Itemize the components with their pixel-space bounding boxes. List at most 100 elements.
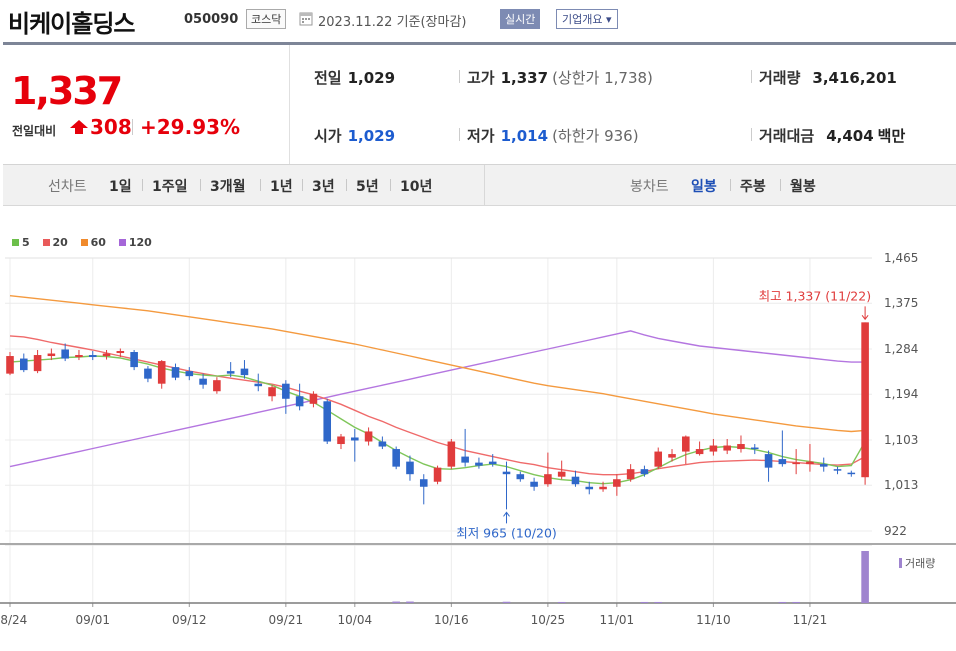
separator <box>142 179 143 191</box>
candle <box>419 474 428 505</box>
candle-body <box>833 469 842 471</box>
high-annotation: 최고 1,337 (11/22) <box>759 288 872 303</box>
candle-body <box>378 441 387 447</box>
period-3y[interactable]: 3년 <box>312 179 335 195</box>
candle-body <box>19 358 28 371</box>
header-divider <box>3 42 956 45</box>
upper-limit: (상한가 1,738) <box>552 69 653 87</box>
diff-rate: +29.93% <box>140 115 241 139</box>
volume-bar <box>778 601 787 603</box>
period-10y[interactable]: 10년 <box>400 179 433 195</box>
x-tick-label: 10/16 <box>434 613 469 627</box>
candle <box>88 351 97 361</box>
x-tick-label: 09/01 <box>75 613 110 627</box>
candle-body <box>433 467 442 482</box>
candle <box>847 470 856 477</box>
candle-body <box>544 474 552 485</box>
high-price: 고가 1,337 (상한가 1,738) <box>467 67 653 88</box>
ma-legend: 5 20 60 120 <box>12 236 161 249</box>
candle-body <box>47 353 56 357</box>
candle-body <box>61 349 69 359</box>
title-bar: 비케이홀딩스 050090 코스닥 2023.11.22 기준(장마감) 실시간… <box>0 0 956 42</box>
candle-body <box>695 449 704 455</box>
candle <box>461 428 469 467</box>
candle <box>351 428 359 462</box>
candle-body <box>213 380 221 392</box>
separator <box>730 179 731 191</box>
open-price: 시가 1,029 <box>314 125 395 146</box>
candle <box>282 380 290 414</box>
candle-body <box>157 361 166 384</box>
candle <box>171 363 180 381</box>
candle <box>613 474 621 496</box>
period-selector: 선차트 1일 1주일 3개월 1년 3년 5년 10년 봉차트 일봉 주봉 월봉 <box>3 165 956 206</box>
volume-bar <box>502 601 511 603</box>
candle-daily[interactable]: 일봉 <box>691 179 717 195</box>
candle-body <box>709 445 718 452</box>
candle <box>709 438 718 456</box>
candle-body <box>640 469 649 475</box>
period-3m[interactable]: 3개월 <box>210 179 246 195</box>
candle <box>19 353 28 373</box>
candle <box>475 457 483 469</box>
low-price: 저가 1,014 (하한가 936) <box>467 125 639 146</box>
candle-body <box>351 437 359 441</box>
candle <box>130 350 138 371</box>
candle <box>682 435 690 465</box>
company-overview-button[interactable]: 기업개요 ▾ <box>556 9 618 29</box>
high-label: 고가 <box>467 69 495 87</box>
candle-body <box>847 472 856 475</box>
candle-body <box>226 371 235 374</box>
candle-monthly[interactable]: 월봉 <box>790 179 816 195</box>
candle-body <box>599 486 607 490</box>
low-annotation: 최저 965 (10/20) <box>456 525 557 540</box>
candle-body <box>295 396 304 407</box>
x-tick-label: 11/10 <box>696 613 731 627</box>
low-arrow-icon <box>503 511 510 524</box>
separator <box>200 179 201 191</box>
x-tick-label: 09/12 <box>172 613 207 627</box>
volume-bar <box>640 601 649 603</box>
candle <box>33 350 42 374</box>
open-label: 시가 <box>314 127 342 145</box>
candle-body <box>530 481 538 487</box>
candle-body <box>88 355 97 358</box>
candle-body <box>750 447 759 450</box>
separator <box>751 128 752 141</box>
legend-ma5-label: 5 <box>22 236 30 249</box>
candle-body <box>6 356 14 374</box>
candle <box>240 360 249 379</box>
ma20-line <box>9 335 866 476</box>
low-value: 1,014 <box>500 127 549 145</box>
candle <box>116 348 125 358</box>
candle-body <box>323 401 332 442</box>
low-label: 저가 <box>467 127 495 145</box>
realtime-button[interactable]: 실시간 <box>500 9 541 29</box>
open-value: 1,029 <box>347 127 396 145</box>
candle-body <box>585 486 594 490</box>
period-1w[interactable]: 1주일 <box>152 179 188 195</box>
candle-body <box>778 459 787 465</box>
x-tick-label: 10/25 <box>531 613 566 627</box>
period-1y[interactable]: 1년 <box>270 179 293 195</box>
candle-body <box>613 479 621 487</box>
candle-body <box>185 371 194 377</box>
candle <box>102 350 111 360</box>
diff-separator <box>132 119 133 135</box>
volume: 거래량 3,416,201 <box>759 67 897 88</box>
candle <box>447 438 456 470</box>
x-tick-label: 11/21 <box>793 613 828 627</box>
candle-body <box>337 436 345 445</box>
candlestick-chart[interactable]: 1,465 1,375 1,284 1,194 1,103 1,013 922 08/24 09… <box>0 250 956 640</box>
legend-ma60: 60 <box>80 236 106 249</box>
prev-close-label: 전일 <box>314 69 342 87</box>
candle-body <box>461 456 469 463</box>
period-1d[interactable]: 1일 <box>109 179 132 195</box>
x-tick-label: 11/01 <box>600 613 635 627</box>
period-5y[interactable]: 5년 <box>356 179 379 195</box>
candle-body <box>557 471 566 477</box>
candle <box>392 446 400 470</box>
candle-weekly[interactable]: 주봉 <box>740 179 766 195</box>
candle-body <box>502 471 511 475</box>
volume-legend-label: 거래량 <box>905 557 935 570</box>
